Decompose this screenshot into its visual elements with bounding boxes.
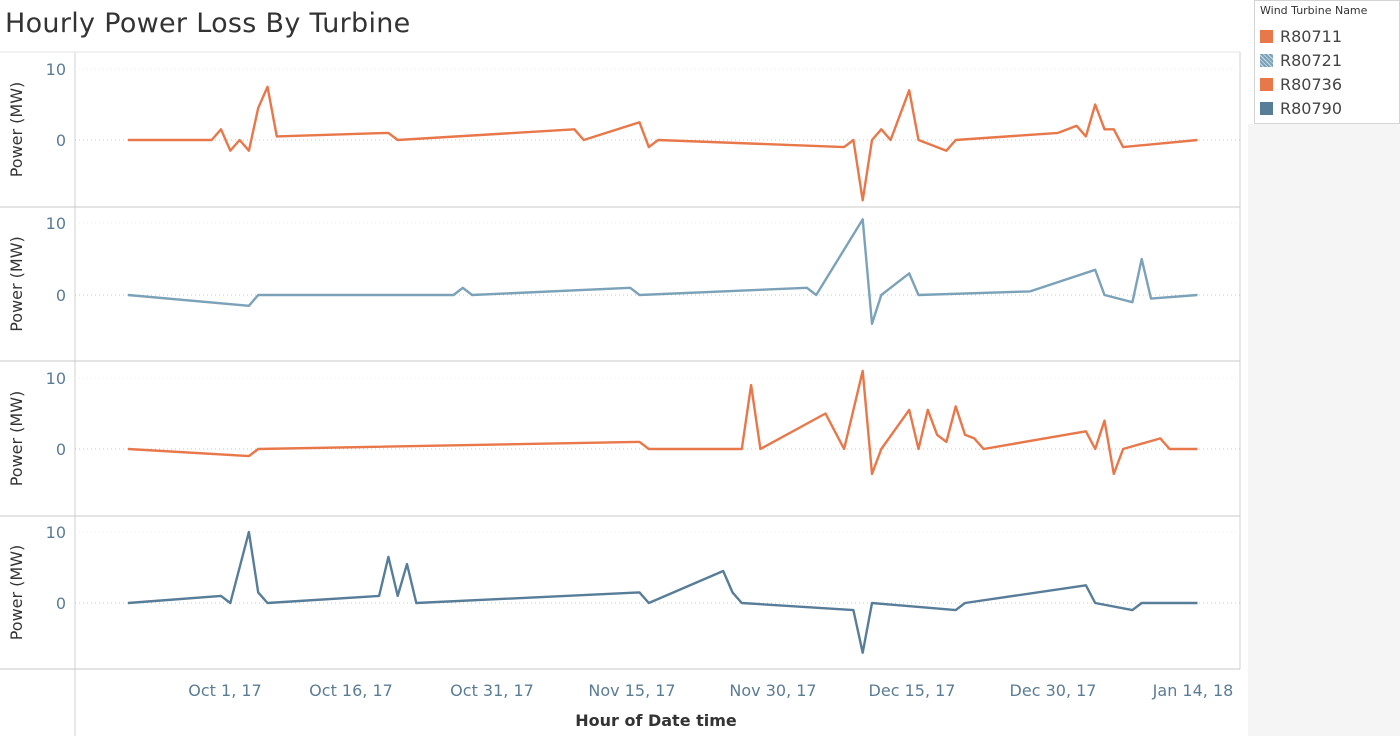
legend-label: R80711 — [1280, 26, 1343, 46]
legend-item-r80721[interactable]: R80721 — [1260, 49, 1342, 71]
legend-item-r80790[interactable]: R80790 — [1260, 97, 1342, 119]
legend-label: R80721 — [1280, 50, 1343, 70]
series-line-r80736 — [127, 369, 1198, 476]
x-tick-label: Jan 14, 18 — [1152, 681, 1234, 700]
x-tick-label: Dec 30, 17 — [1010, 681, 1097, 700]
y-tick-label: 0 — [56, 594, 66, 613]
line-chart: 10 0 Power (MW) 10 0 Power (MW) 10 0 Power (MW) 1… — [0, 51, 1241, 736]
y-axis-title: Power (MW) — [7, 236, 26, 332]
hatched-square-swatch-icon — [1260, 53, 1273, 67]
y-tick-label: 0 — [56, 131, 66, 150]
x-tick-label: Nov 30, 17 — [729, 681, 816, 700]
legend-label: R80736 — [1280, 74, 1343, 94]
x-tick-label: Oct 31, 17 — [450, 681, 534, 700]
y-axis-title: Power (MW) — [7, 545, 26, 641]
y-tick-label: 10 — [46, 214, 66, 233]
y-tick-label: 0 — [56, 286, 66, 305]
legend-item-r80736[interactable]: R80736 — [1260, 73, 1342, 95]
y-tick-label: 10 — [46, 523, 66, 542]
x-tick-label: Dec 15, 17 — [869, 681, 956, 700]
x-axis-title: Hour of Date time — [575, 711, 737, 730]
legend[interactable]: Wind Turbine Name R80711 R80721 R80736 R… — [1254, 0, 1400, 124]
y-tick-label: 10 — [46, 369, 66, 388]
x-tick-label: Oct 16, 17 — [309, 681, 393, 700]
side-panel — [1248, 124, 1400, 736]
chart-title: Hourly Power Loss By Turbine — [5, 8, 411, 39]
square-swatch-icon — [1260, 101, 1273, 115]
legend-item-r80711[interactable]: R80711 — [1260, 25, 1342, 47]
y-axis-title: Power (MW) — [7, 82, 26, 178]
y-tick-label: 0 — [56, 440, 66, 459]
series-line-r80711 — [128, 85, 1198, 202]
series-line-r80721 — [127, 218, 1198, 325]
legend-title: Wind Turbine Name — [1260, 4, 1368, 17]
y-tick-label: 10 — [46, 60, 66, 79]
series-line-r80790 — [127, 530, 1198, 654]
legend-label: R80790 — [1280, 98, 1343, 118]
x-tick-label: Nov 15, 17 — [588, 681, 675, 700]
y-axis-title: Power (MW) — [7, 391, 26, 487]
square-swatch-icon — [1260, 29, 1273, 43]
x-tick-label: Oct 1, 17 — [188, 681, 261, 700]
square-swatch-icon — [1260, 77, 1273, 91]
